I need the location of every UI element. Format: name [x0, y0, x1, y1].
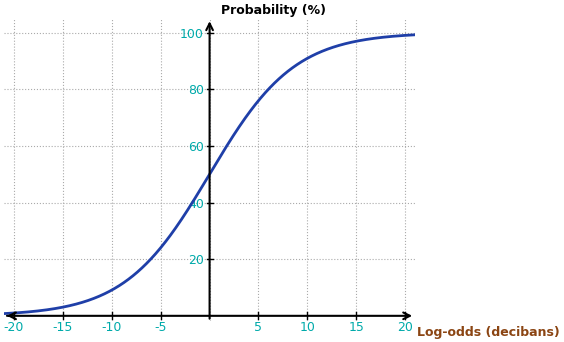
Text: Probability (%): Probability (%) [221, 4, 327, 17]
Text: Log-odds (decibans): Log-odds (decibans) [417, 326, 559, 339]
